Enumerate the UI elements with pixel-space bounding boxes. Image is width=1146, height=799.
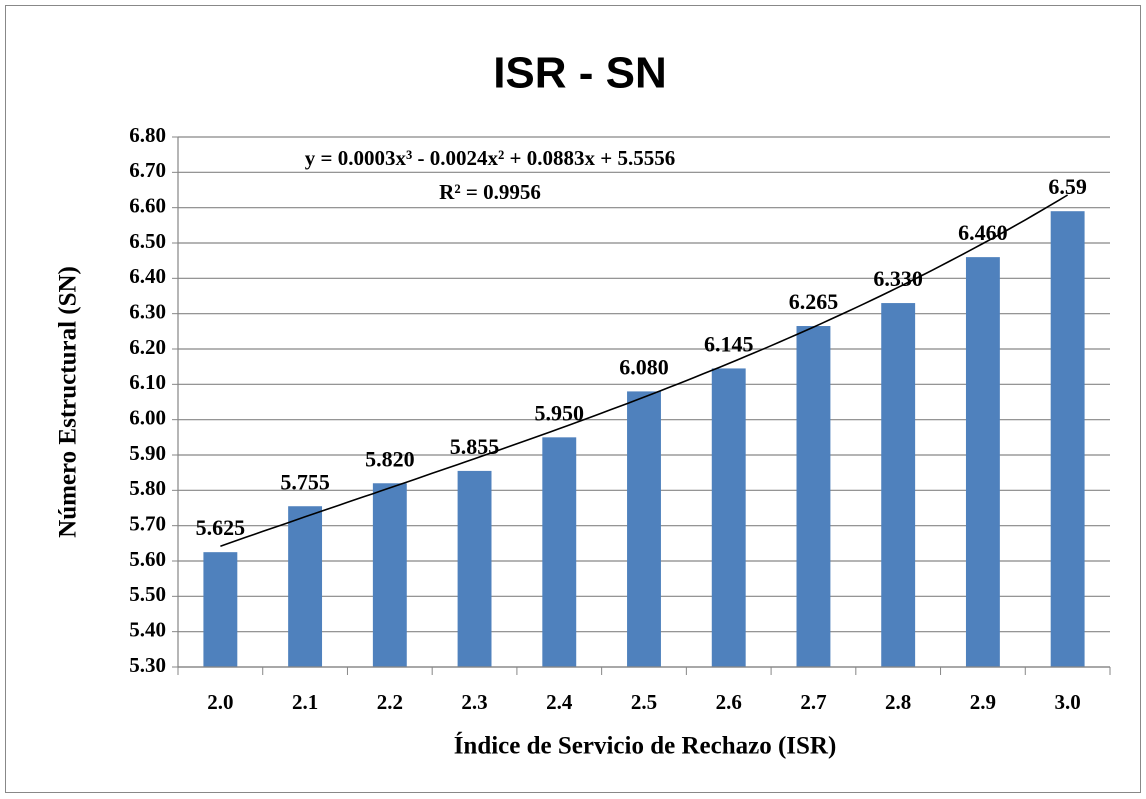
y-tick-label: 5.40 <box>129 617 166 641</box>
bar <box>288 506 323 667</box>
x-tick-label: 2.5 <box>631 690 657 714</box>
trend-r-squared: R² = 0.9956 <box>439 180 541 204</box>
value-label: 6.265 <box>789 289 839 314</box>
value-label: 5.855 <box>450 434 500 459</box>
x-tick-label: 2.6 <box>716 690 742 714</box>
y-tick-label: 6.60 <box>129 193 166 217</box>
y-axis-label: Número Estructural (SN) <box>55 266 82 538</box>
trendline <box>220 194 1069 547</box>
y-tick-label: 6.70 <box>129 158 166 182</box>
x-tick-label: 2.3 <box>461 690 487 714</box>
bar <box>542 437 577 667</box>
y-tick-label: 6.20 <box>129 335 166 359</box>
bar <box>881 303 916 667</box>
x-tick-label: 2.4 <box>546 690 573 714</box>
trend-equation: y = 0.0003x³ - 0.0024x² + 0.0883x + 5.55… <box>305 146 675 170</box>
bar <box>203 552 238 667</box>
x-tick-label: 2.2 <box>377 690 403 714</box>
y-tick-label: 5.90 <box>129 441 166 465</box>
bar <box>965 257 1000 667</box>
y-tick-label: 5.70 <box>129 511 166 535</box>
x-tick-label: 2.7 <box>800 690 826 714</box>
y-tick-label: 6.50 <box>129 229 166 253</box>
value-label: 6.080 <box>619 354 669 379</box>
value-label: 6.59 <box>1048 174 1087 199</box>
y-tick-label: 6.40 <box>129 264 166 288</box>
y-tick-label: 5.30 <box>129 653 166 677</box>
bar <box>627 391 661 667</box>
bar <box>711 368 746 667</box>
x-axis-label: Índice de Servicio de Rechazo (ISR) <box>454 732 837 760</box>
value-label: 5.950 <box>535 400 585 425</box>
bar <box>372 483 407 667</box>
value-label: 5.820 <box>365 446 415 471</box>
y-tick-label: 6.00 <box>129 405 166 429</box>
chart-title: ISR - SN <box>493 49 667 98</box>
x-tick-label: 2.9 <box>970 690 996 714</box>
x-tick-label: 2.8 <box>885 690 911 714</box>
y-tick-label: 5.60 <box>129 547 166 571</box>
value-label: 6.460 <box>958 220 1008 245</box>
y-tick-label: 5.80 <box>129 476 166 500</box>
value-label: 5.755 <box>280 469 330 494</box>
bar <box>457 470 492 667</box>
y-tick-label: 5.50 <box>129 582 166 606</box>
x-tick-label: 2.0 <box>207 690 233 714</box>
bar <box>796 326 831 667</box>
value-label: 6.145 <box>704 331 754 356</box>
y-tick-label: 6.80 <box>129 123 166 147</box>
bar <box>1050 211 1085 667</box>
value-label: 5.625 <box>196 515 246 540</box>
y-tick-label: 6.10 <box>129 370 166 394</box>
x-tick-label: 3.0 <box>1055 690 1081 714</box>
value-label: 6.330 <box>873 266 923 291</box>
y-tick-label: 6.30 <box>129 299 166 323</box>
x-tick-label: 2.1 <box>292 690 318 714</box>
